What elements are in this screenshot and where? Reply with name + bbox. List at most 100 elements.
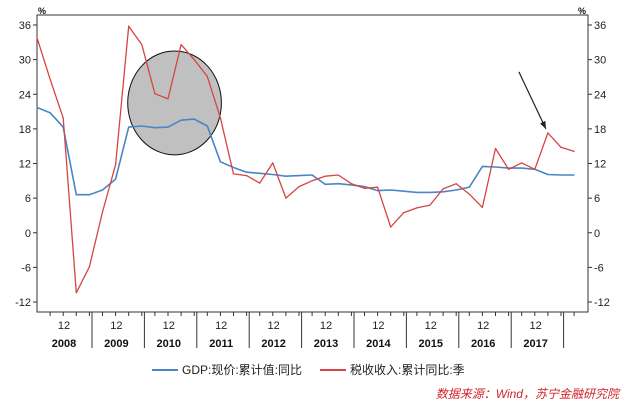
left-tick-label-3: 18 — [19, 124, 31, 136]
x-year-label-1: 2009 — [104, 338, 128, 350]
series-1-point-35 — [494, 147, 497, 150]
left-tick-label-8: -12 — [15, 297, 31, 309]
x-year-label-7: 2015 — [419, 338, 443, 350]
x-axis: 12 2008 12 2009 12 2010 12 2011 12 2012 12 2013 12 20… — [49, 312, 575, 350]
series-1-point-12 — [193, 59, 195, 61]
x-year-label-4: 2012 — [261, 338, 285, 350]
series-0-point-7 — [128, 126, 130, 128]
series-1-point-33 — [468, 193, 470, 195]
source-note: 数据来源：Wind，苏宁金融研究院 — [436, 387, 621, 401]
series-1-point-11 — [180, 44, 182, 46]
legend-item-gdp: GDP:现价:累计值:同比 — [152, 362, 302, 377]
series-1-point-19 — [285, 197, 287, 199]
series-1-point-29 — [416, 207, 418, 209]
series-layer — [36, 25, 575, 294]
series-1-point-36 — [508, 168, 510, 170]
left-tick-label-0: 36 — [19, 20, 31, 32]
series-1-point-28 — [403, 211, 405, 214]
series-0-point-24 — [350, 184, 352, 186]
x-year-label-5: 2013 — [314, 338, 338, 350]
series-1-point-3 — [75, 292, 77, 294]
series-1-point-27 — [390, 226, 392, 228]
series-0-point-34 — [481, 165, 483, 167]
x-tick-label-9: 12 — [529, 320, 541, 332]
series-0-point-12 — [193, 118, 195, 120]
legend-item-tax: 税收收入:累计同比:季 — [320, 363, 465, 377]
x-tick-label-4: 12 — [267, 320, 279, 332]
x-tick-label-1: 12 — [110, 320, 122, 332]
series-0-point-11 — [180, 119, 182, 121]
right-tick-label-3: 18 — [594, 124, 606, 136]
right-tick-label-8: -12 — [594, 297, 610, 309]
left-tick-label-2: 24 — [19, 89, 31, 101]
series-1-point-32 — [455, 183, 457, 185]
x-year-label-8: 2016 — [471, 338, 495, 350]
series-0-point-30 — [429, 191, 431, 193]
right-axis: 36 30 24 18 12 6 0 -6 -12 — [588, 20, 610, 309]
legend: GDP:现价:累计值:同比 税收收入:累计同比:季 — [152, 362, 465, 377]
left-tick-label-6: 0 — [25, 228, 31, 240]
series-0-point-4 — [88, 194, 90, 196]
series-1-point-40 — [560, 146, 562, 148]
series-1-point-8 — [141, 44, 143, 46]
series-0-point-37 — [521, 167, 523, 169]
right-tick-label-5: 6 — [594, 193, 600, 205]
series-0-point-41 — [573, 174, 575, 176]
series-1-point-37 — [521, 162, 523, 164]
series-0-point-21 — [311, 174, 313, 176]
x-year-label-6: 2014 — [366, 338, 391, 350]
series-1-point-10 — [167, 98, 169, 100]
series-1-point-41 — [573, 150, 575, 152]
series-1-point-5 — [101, 211, 104, 213]
series-0-point-1 — [49, 112, 51, 114]
series-1-point-22 — [324, 175, 326, 177]
series-0-point-0 — [36, 106, 38, 109]
series-1-point-1 — [49, 78, 51, 80]
series-1-point-30 — [429, 204, 431, 206]
x-year-label-9: 2017 — [523, 338, 547, 350]
left-tick-label-1: 30 — [19, 55, 31, 67]
series-0-point-17 — [259, 172, 261, 174]
series-0-point-9 — [154, 127, 156, 129]
right-tick-label-6: 0 — [594, 228, 600, 240]
highlight-ellipse-layer — [127, 50, 222, 156]
right-tick-label-0: 36 — [594, 20, 606, 32]
series-0-point-13 — [206, 125, 208, 127]
series-1-point-7 — [128, 25, 130, 27]
series-1-point-18 — [272, 162, 274, 164]
series-1-point-0 — [36, 37, 38, 39]
series-0-point-29 — [416, 191, 418, 193]
series-1-point-6 — [115, 164, 117, 166]
series-1-point-23 — [337, 174, 339, 176]
series-0-point-20 — [298, 175, 300, 177]
series-1-point-17 — [259, 182, 261, 184]
right-tick-label-7: -6 — [594, 262, 604, 274]
legend-label-gdp: GDP:现价:累计值:同比 — [182, 362, 302, 377]
series-0-point-23 — [337, 183, 339, 185]
series-0-point-25 — [363, 185, 366, 188]
series-1-point-39 — [547, 132, 549, 134]
series-0-point-10 — [167, 126, 169, 128]
series-1-point-21 — [311, 180, 313, 182]
series-1-point-34 — [481, 206, 483, 208]
series-0-point-15 — [232, 166, 235, 169]
series-0-point-27 — [390, 189, 392, 191]
x-tick-label-6: 12 — [372, 320, 384, 332]
series-0-point-32 — [455, 189, 457, 191]
legend-label-tax: 税收收入:累计同比:季 — [350, 363, 465, 377]
x-tick-label-8: 12 — [477, 320, 489, 332]
arrow-head-0 — [540, 120, 546, 129]
series-0-point-31 — [442, 191, 444, 193]
right-tick-label-1: 30 — [594, 55, 606, 67]
series-1-point-38 — [534, 168, 536, 170]
series-1-point-9 — [154, 93, 156, 95]
series-1-point-24 — [350, 183, 352, 185]
x-tick-label-7: 12 — [425, 320, 437, 332]
series-0-point-40 — [560, 174, 562, 176]
series-1-point-14 — [219, 117, 221, 119]
series-0-point-19 — [285, 175, 287, 177]
right-unit-label: % — [578, 6, 586, 16]
series-line-0 — [36, 106, 575, 196]
series-0-point-14 — [219, 161, 221, 163]
series-0-point-22 — [324, 183, 326, 185]
